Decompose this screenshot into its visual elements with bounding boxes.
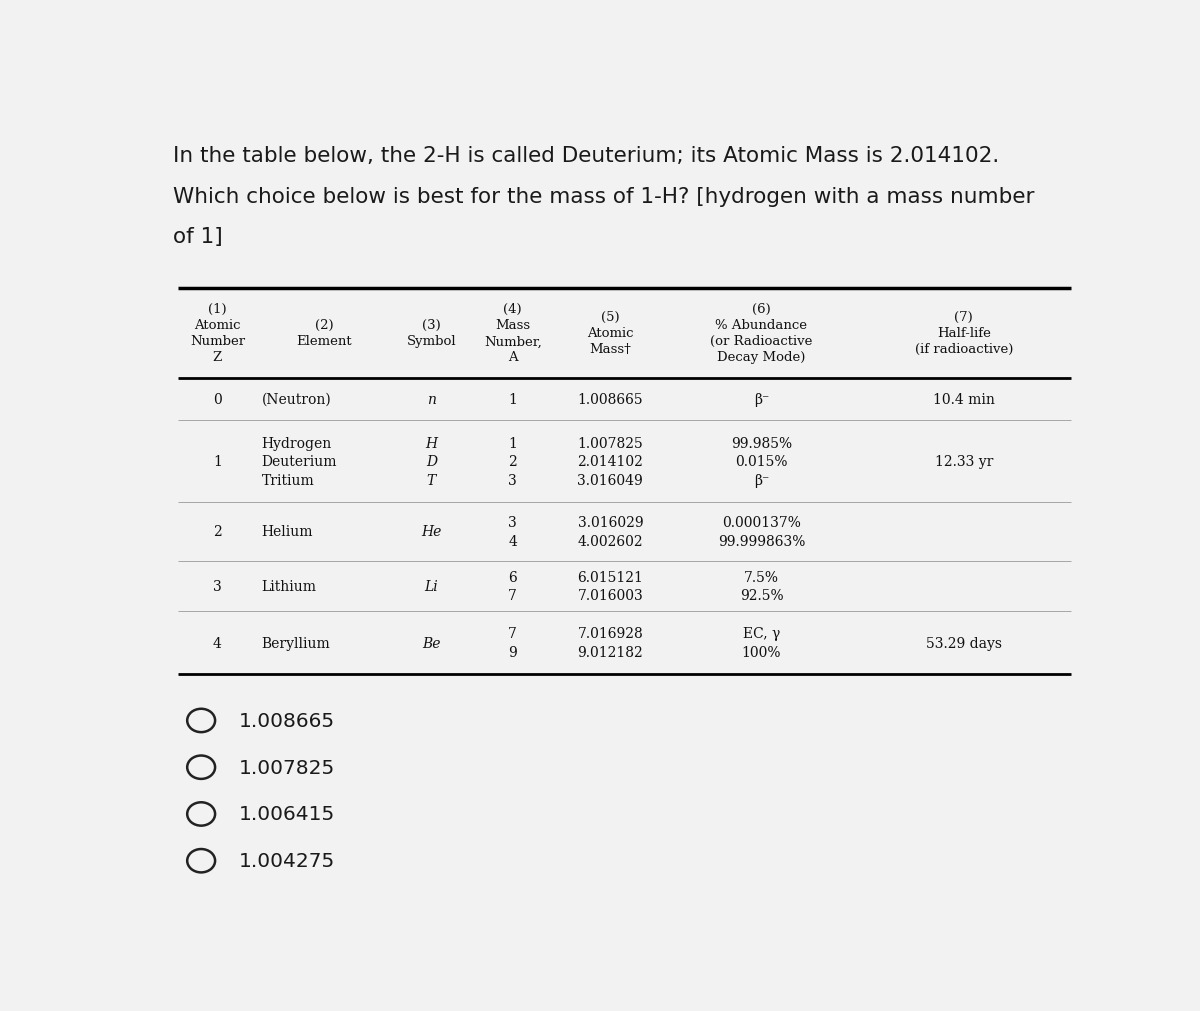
Text: 0: 0	[214, 392, 222, 406]
Text: 7.016928
9.012182: 7.016928 9.012182	[577, 627, 643, 659]
Text: 0.000137%
99.999863%: 0.000137% 99.999863%	[718, 516, 805, 548]
Text: 7
9: 7 9	[509, 627, 517, 659]
Text: 1.008665: 1.008665	[239, 712, 335, 730]
Text: 3.016029
4.002602: 3.016029 4.002602	[577, 516, 643, 548]
Text: 12.33 yr: 12.33 yr	[935, 455, 992, 469]
Text: Be: Be	[422, 636, 440, 650]
Text: EC, γ
100%: EC, γ 100%	[742, 627, 781, 659]
Text: β⁻: β⁻	[754, 392, 769, 406]
Text: 3: 3	[214, 579, 222, 593]
Text: 1.007825
2.014102
3.016049: 1.007825 2.014102 3.016049	[577, 437, 643, 487]
Text: (4)
Mass
Number,
A: (4) Mass Number, A	[484, 303, 541, 364]
Text: 1.004275: 1.004275	[239, 851, 335, 870]
Text: 1.006415: 1.006415	[239, 805, 335, 824]
Text: 1: 1	[509, 392, 517, 406]
Text: 99.985%
0.015%
β⁻: 99.985% 0.015% β⁻	[731, 437, 792, 487]
Text: He: He	[421, 525, 442, 539]
Text: (3)
Symbol: (3) Symbol	[407, 318, 456, 348]
Text: 4: 4	[212, 636, 222, 650]
Text: Beryllium: Beryllium	[262, 636, 330, 650]
Text: 10.4 min: 10.4 min	[932, 392, 995, 406]
Text: 2: 2	[214, 525, 222, 539]
Text: (1)
Atomic
Number
Z: (1) Atomic Number Z	[190, 303, 245, 364]
Text: 6.015121
7.016003: 6.015121 7.016003	[577, 570, 643, 603]
Text: 7.5%
92.5%: 7.5% 92.5%	[739, 570, 784, 603]
Text: Which choice below is best for the mass of 1-H? [hydrogen with a mass number: Which choice below is best for the mass …	[173, 187, 1034, 206]
Text: (2)
Element: (2) Element	[296, 318, 352, 348]
Text: In the table below, the 2-H is called Deuterium; its Atomic Mass is 2.014102.: In the table below, the 2-H is called De…	[173, 147, 1000, 166]
Text: 1.008665: 1.008665	[577, 392, 643, 406]
Text: 1.007825: 1.007825	[239, 758, 335, 776]
Text: 1: 1	[212, 455, 222, 469]
Text: 3
4: 3 4	[509, 516, 517, 548]
Text: of 1]: of 1]	[173, 227, 223, 247]
Text: H
D
T: H D T	[425, 437, 437, 487]
Text: Lithium: Lithium	[262, 579, 317, 593]
Text: n: n	[427, 392, 436, 406]
Text: Li: Li	[425, 579, 438, 593]
Text: Hydrogen
Deuterium
Tritium: Hydrogen Deuterium Tritium	[262, 437, 337, 487]
Text: (5)
Atomic
Mass†: (5) Atomic Mass†	[587, 311, 634, 356]
Text: 1
2
3: 1 2 3	[509, 437, 517, 487]
Text: (7)
Half-life
(if radioactive): (7) Half-life (if radioactive)	[914, 311, 1013, 356]
Text: 6
7: 6 7	[509, 570, 517, 603]
Text: (6)
% Abundance
(or Radioactive
Decay Mode): (6) % Abundance (or Radioactive Decay Mo…	[710, 303, 812, 364]
Text: (Neutron): (Neutron)	[262, 392, 331, 406]
Text: Helium: Helium	[262, 525, 313, 539]
Text: 53.29 days: 53.29 days	[925, 636, 1002, 650]
